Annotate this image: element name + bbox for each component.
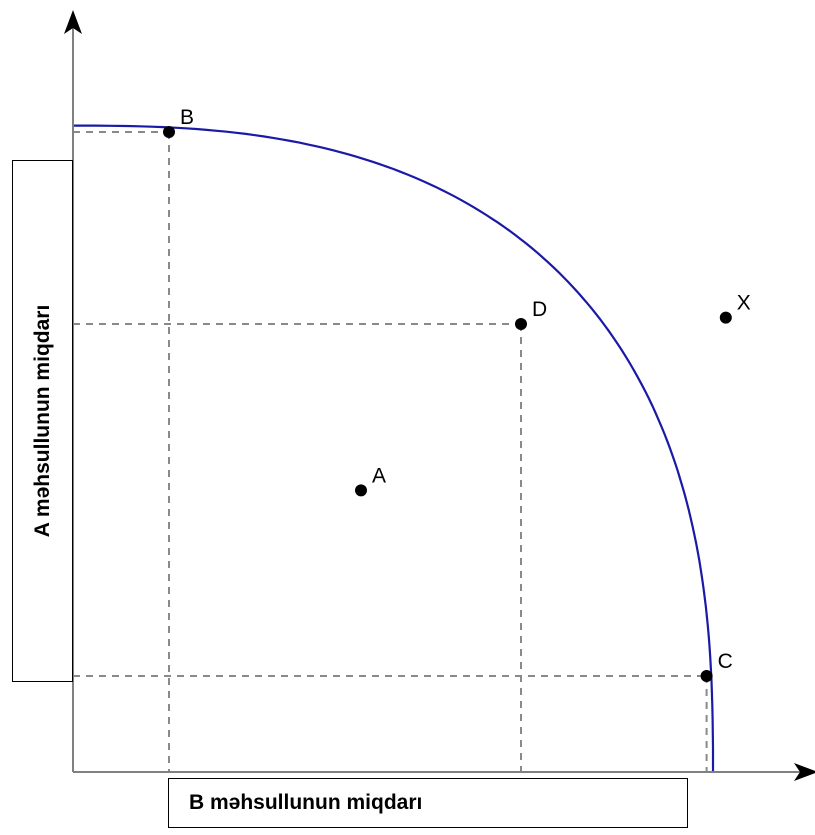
ppf-curve <box>73 124 715 772</box>
point-label-d: D <box>532 298 547 321</box>
point-c <box>700 670 713 682</box>
y-axis-title: A məhsullunun miqdarı <box>30 304 54 538</box>
x-axis-title: B məhsullunun miqdarı <box>189 791 423 814</box>
x-axis-title-box: B məhsullunun miqdarı <box>168 778 688 828</box>
x-axis-arrow <box>794 763 815 781</box>
guide-lines <box>73 131 708 772</box>
y-axis-title-box: A məhsullunun miqdarı <box>12 160 73 682</box>
y-axis-arrow <box>64 10 82 34</box>
point-a <box>355 484 367 497</box>
point-label-c: C <box>718 650 733 673</box>
point-x <box>719 311 732 324</box>
point-label-a: A <box>372 464 386 487</box>
point-label-x: X <box>737 292 751 315</box>
point-d <box>515 318 527 330</box>
data-points: B D C A X <box>163 106 751 682</box>
point-label-b: B <box>180 106 194 129</box>
axes <box>64 10 815 781</box>
point-b <box>163 126 175 138</box>
